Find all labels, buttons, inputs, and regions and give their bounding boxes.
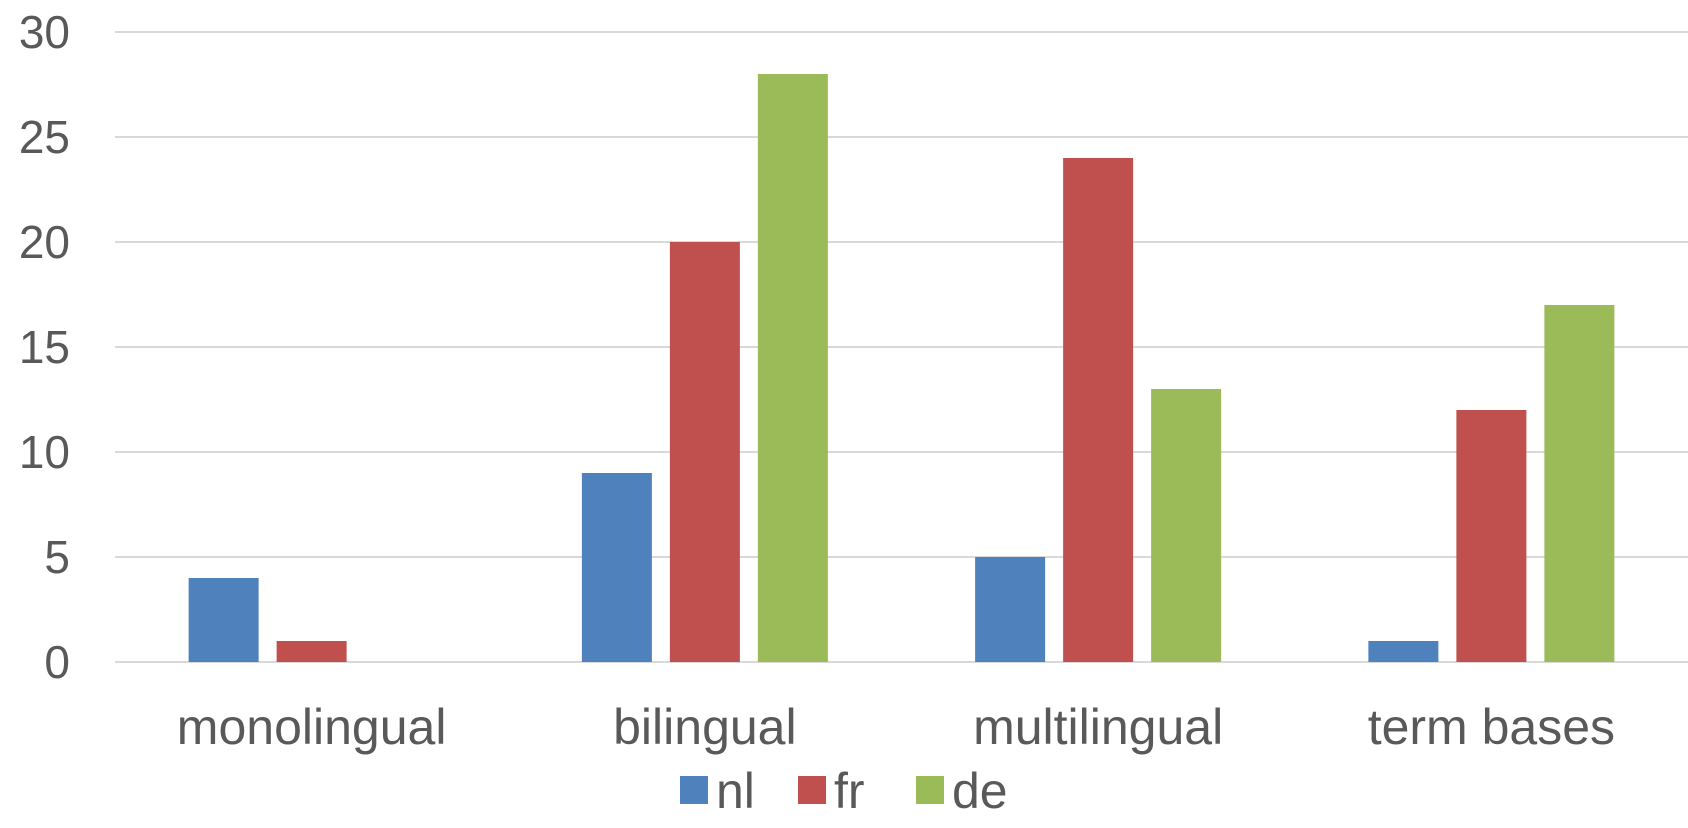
y-tick-label: 10 bbox=[19, 426, 70, 478]
legend: nl fr de bbox=[680, 763, 1008, 819]
y-axis-tick-labels: 0 5 10 15 20 25 30 bbox=[19, 6, 70, 688]
bars bbox=[188, 74, 1615, 662]
legend-label-fr: fr bbox=[834, 763, 865, 819]
x-axis-category-labels: monolingual bilingual multilingual term bas… bbox=[177, 699, 1615, 755]
legend-item-nl: nl bbox=[680, 763, 755, 819]
bar-de-bilingual bbox=[757, 74, 828, 662]
legend-label-nl: nl bbox=[716, 763, 755, 819]
bar-nl-bilingual bbox=[581, 473, 652, 662]
bar-de-multilingual bbox=[1151, 389, 1222, 662]
legend-swatch-de bbox=[916, 776, 944, 804]
y-tick-label: 25 bbox=[19, 111, 70, 163]
y-tick-label: 5 bbox=[44, 531, 70, 583]
bar-fr-bilingual bbox=[669, 242, 740, 662]
legend-swatch-fr bbox=[798, 776, 826, 804]
x-category-label: multilingual bbox=[973, 699, 1223, 755]
bar-de-term-bases bbox=[1544, 305, 1615, 662]
bar-fr-term-bases bbox=[1456, 410, 1527, 662]
y-tick-label: 20 bbox=[19, 216, 70, 268]
legend-label-de: de bbox=[952, 763, 1008, 819]
legend-swatch-nl bbox=[680, 776, 708, 804]
x-category-label: monolingual bbox=[177, 699, 447, 755]
y-tick-label: 15 bbox=[19, 321, 70, 373]
bar-nl-term-bases bbox=[1368, 641, 1439, 662]
x-category-label: term bases bbox=[1368, 699, 1615, 755]
y-tick-label: 0 bbox=[44, 636, 70, 688]
y-tick-label: 30 bbox=[19, 6, 70, 58]
legend-item-fr: fr bbox=[798, 763, 865, 819]
bar-fr-multilingual bbox=[1063, 158, 1134, 662]
gridlines bbox=[115, 31, 1688, 663]
bar-nl-multilingual bbox=[975, 557, 1046, 662]
legend-item-de: de bbox=[916, 763, 1008, 819]
x-category-label: bilingual bbox=[613, 699, 796, 755]
bar-nl-monolingual bbox=[188, 578, 259, 662]
bar-fr-monolingual bbox=[276, 641, 347, 662]
